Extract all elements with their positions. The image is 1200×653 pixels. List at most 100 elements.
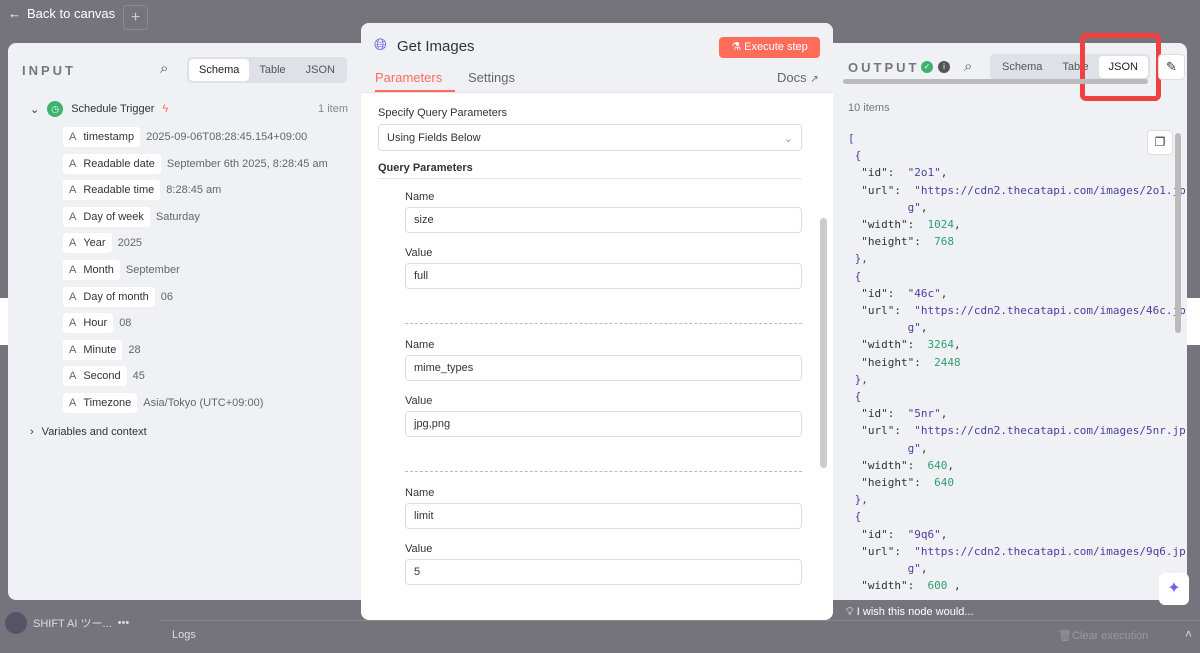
param-name-label: Name — [405, 339, 435, 351]
docs-link[interactable]: Docs ↗ — [777, 70, 819, 85]
json-line: g", — [907, 441, 928, 455]
field-value: September 6th 2025, 8:28:45 am — [166, 157, 328, 170]
field-pill[interactable]: A Month — [63, 260, 120, 280]
string-type-icon: A — [69, 290, 77, 303]
item-count: 1 item — [318, 103, 348, 115]
edit-pencil-icon[interactable]: ✎ — [1158, 54, 1185, 80]
chevron-down-icon: ⌄ — [30, 103, 40, 116]
schema-field[interactable]: A Day of week Saturday — [63, 206, 200, 227]
param-name-label: Name — [405, 487, 435, 499]
clear-execution-button[interactable]: 🗑︎Clear execution — [1058, 630, 1149, 642]
tab-settings[interactable]: Settings — [468, 70, 515, 85]
json-line: "width": 640, — [848, 458, 954, 472]
tab-table[interactable]: Table — [259, 64, 286, 76]
field-pill[interactable]: A Readable time — [63, 180, 161, 201]
field-value: 45 — [132, 370, 145, 383]
specify-select[interactable]: Using Fields Below ⌄ — [378, 124, 802, 151]
field-value: Asia/Tokyo (UTC+09:00) — [143, 397, 264, 409]
field-pill[interactable]: A Day of week — [63, 206, 150, 227]
canvas-edge — [1186, 298, 1200, 345]
string-type-icon: A — [69, 370, 77, 383]
param-value-input[interactable]: 5 — [405, 559, 802, 585]
param-value-label: Value — [405, 543, 433, 555]
lightbulb-icon: 💡︎ — [846, 606, 857, 618]
logs-bar[interactable]: Logs 🗑︎Clear execution ˄ — [160, 620, 1200, 650]
schema-field[interactable]: A Readable date September 6th 2025, 8:28:4… — [63, 153, 328, 174]
execute-step-button[interactable]: ⚗ Execute step — [719, 37, 820, 58]
node-title: Get Images — [397, 38, 475, 55]
more-icon: ••• — [117, 617, 130, 629]
success-check-icon: ✓ — [921, 61, 933, 73]
param-divider — [405, 471, 802, 472]
param-value-input[interactable]: jpg,png — [405, 411, 802, 437]
schema-field[interactable]: A Day of month 06 — [63, 286, 173, 307]
tab-parameters[interactable]: Parameters — [375, 70, 455, 92]
variables-and-context[interactable]: › Variables and context — [30, 426, 147, 438]
copy-icon[interactable]: ❐ — [1147, 130, 1173, 155]
schema-field[interactable]: A Hour 08 — [63, 313, 131, 334]
schema-field[interactable]: A Minute 28 — [63, 339, 141, 360]
schema-field[interactable]: A Month September — [63, 260, 180, 280]
param-name-input[interactable]: limit — [405, 503, 802, 529]
tab-json[interactable]: JSON — [1098, 56, 1148, 78]
param-name-label: Name — [405, 191, 435, 203]
field-pill[interactable]: A Second — [63, 366, 127, 387]
param-value-input[interactable]: full — [405, 263, 802, 289]
json-line: "height": 768 — [848, 235, 954, 249]
tab-json[interactable]: JSON — [305, 64, 335, 76]
string-type-icon: A — [69, 184, 77, 197]
back-to-canvas-button[interactable]: ← Back to canvas — [8, 6, 116, 21]
node-name: Schedule Trigger — [71, 103, 155, 115]
json-line: }, — [854, 252, 868, 266]
scrollbar[interactable] — [1175, 133, 1181, 333]
param-divider — [405, 323, 802, 324]
field-pill[interactable]: A Timezone — [63, 393, 138, 413]
string-type-icon: A — [69, 317, 77, 330]
schema-field[interactable]: A Second 45 — [63, 366, 145, 387]
search-icon[interactable]: ⌕ — [964, 58, 973, 75]
wish-feedback-link[interactable]: 💡︎ I wish this node would... — [846, 606, 974, 618]
schedule-trigger-node[interactable]: ⌄ ◷ Schedule Trigger ϟ 1 item — [30, 101, 348, 117]
logs-label: Logs — [172, 629, 196, 641]
add-button[interactable]: + — [123, 5, 148, 30]
ai-sparkle-icon[interactable]: ✦ — [1159, 573, 1189, 605]
field-value: Saturday — [155, 210, 200, 223]
string-type-icon: A — [69, 264, 77, 276]
param-name-input[interactable]: size — [405, 207, 802, 233]
field-pill[interactable]: A Day of month — [63, 286, 155, 307]
string-type-icon: A — [69, 131, 77, 143]
param-name-input[interactable]: mime_types — [405, 355, 802, 381]
field-value: 28 — [128, 343, 141, 356]
field-pill[interactable]: A Readable date — [63, 153, 161, 174]
schema-field[interactable]: A Readable time 8:28:45 am — [63, 180, 221, 201]
scrollbar[interactable] — [820, 218, 827, 468]
node-panel: 🌐︎ Get Images ⚗ Execute step Parameters … — [361, 23, 833, 620]
field-pill[interactable]: A Hour — [63, 313, 114, 334]
field-pill[interactable]: A Year — [63, 233, 112, 254]
arrow-left-icon: ← — [8, 6, 21, 21]
json-line: }, — [854, 493, 868, 507]
json-line: { — [854, 390, 862, 404]
field-pill[interactable]: A Minute — [63, 339, 123, 360]
search-icon[interactable]: ⌕ — [160, 60, 169, 77]
schema-field[interactable]: A Timezone Asia/Tokyo (UTC+09:00) — [63, 393, 263, 413]
chevron-right-icon: › — [30, 426, 34, 438]
schema-field[interactable]: A Year 2025 — [63, 233, 142, 254]
tab-schema[interactable]: Schema — [1002, 61, 1043, 73]
horizontal-scrollbar[interactable] — [843, 79, 1148, 84]
string-type-icon: A — [69, 157, 77, 170]
json-line: { — [854, 269, 862, 283]
output-view-tabs: Schema Table JSON — [990, 54, 1150, 80]
json-line: "id": "5nr", — [848, 407, 948, 421]
workspace-switcher[interactable]: SHIFT AI ツー... ••• — [5, 612, 129, 634]
json-line: "url": "https://cdn2.thecatapi.com/image… — [848, 544, 1186, 558]
json-line: [ — [848, 132, 855, 145]
tab-schema[interactable]: Schema — [189, 59, 250, 81]
json-view: [ { "id": "2o1", "url": "https://cdn2.th… — [848, 130, 1186, 594]
canvas-edge — [0, 298, 10, 345]
chevron-down-icon: ⌄ — [783, 133, 793, 145]
chevron-up-icon[interactable]: ˄ — [1185, 627, 1193, 641]
info-icon[interactable]: i — [938, 61, 950, 73]
